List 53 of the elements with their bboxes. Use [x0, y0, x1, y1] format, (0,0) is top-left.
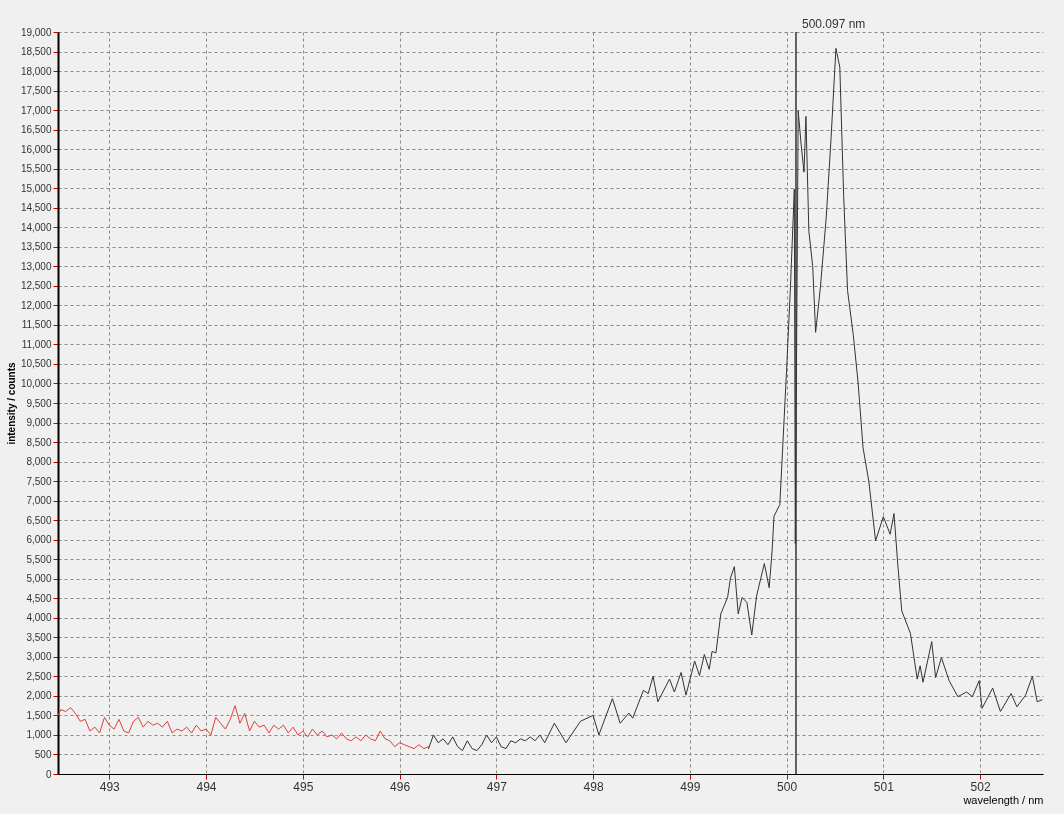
- y-tick-label: 11,000: [21, 338, 52, 350]
- x-tick-label: 502: [970, 779, 991, 794]
- y-tick-label: 0: [45, 768, 52, 780]
- x-tick-label: 499: [680, 779, 701, 794]
- y-tick-label: 6,000: [26, 534, 52, 546]
- y-tick-label: 4,500: [26, 592, 52, 604]
- x-tick-label: 496: [390, 779, 411, 794]
- y-tick-label: 9,000: [26, 417, 52, 429]
- y-tick-label: 14,500: [20, 202, 52, 214]
- y-tick-label: 1,500: [26, 709, 52, 721]
- y-tick-label: 8,000: [26, 456, 52, 468]
- y-tick-label: 9,500: [26, 397, 52, 409]
- y-tick-label: 3,000: [26, 651, 52, 663]
- y-tick-label: 16,500: [20, 124, 52, 136]
- y-tick-label: 7,000: [26, 495, 52, 507]
- y-tick-label: 2,000: [26, 690, 52, 702]
- x-axis-title: wavelength / nm: [962, 793, 1044, 806]
- y-tick-label: 1,000: [26, 729, 52, 741]
- y-tick-label: 13,000: [20, 260, 52, 272]
- line-series: [57, 705, 430, 750]
- y-tick-label: 15,000: [20, 182, 52, 194]
- x-tick-label: 501: [873, 779, 895, 794]
- y-tick-label: 8,500: [26, 436, 52, 448]
- x-tick-label: 498: [583, 779, 604, 794]
- y-tick-label: 18,000: [20, 65, 52, 77]
- y-tick-label: 6,500: [26, 514, 52, 526]
- y-tick-label: 14,000: [20, 221, 52, 233]
- y-tick-label: 16,000: [20, 143, 52, 155]
- y-tick-label: 12,000: [20, 299, 52, 311]
- y-tick-label: 5,500: [26, 553, 52, 565]
- y-tick-label: 2,500: [26, 670, 52, 682]
- y-tick-label: 11,500: [21, 319, 52, 331]
- y-tick-label: 5,000: [26, 573, 52, 585]
- y-tick-label: 19,000: [20, 26, 52, 38]
- y-tick-label: 17,000: [20, 104, 52, 116]
- y-axis-title: intensity / counts: [5, 361, 17, 445]
- y-tick-label: 3,500: [26, 631, 52, 643]
- ref-line-label: 500.097 nm: [801, 17, 866, 31]
- y-tick-label: 17,500: [20, 85, 52, 97]
- x-tick-label: 494: [196, 779, 217, 794]
- y-tick-label: 18,500: [20, 46, 52, 58]
- y-tick-label: 13,500: [20, 241, 52, 253]
- y-tick-label: 12,500: [20, 280, 52, 292]
- x-tick-label: 495: [293, 779, 314, 794]
- y-tick-label: 4,000: [26, 612, 52, 624]
- y-tick-label: 7,500: [26, 475, 52, 487]
- y-tick-label: 500: [34, 748, 52, 760]
- x-tick-label: 497: [486, 779, 508, 794]
- y-tick-label: 10,000: [20, 377, 52, 389]
- x-tick-label: 500: [777, 779, 798, 794]
- y-tick-label: 10,500: [20, 358, 52, 370]
- y-tick-label: 15,500: [20, 163, 52, 175]
- x-tick-label: 493: [99, 779, 121, 794]
